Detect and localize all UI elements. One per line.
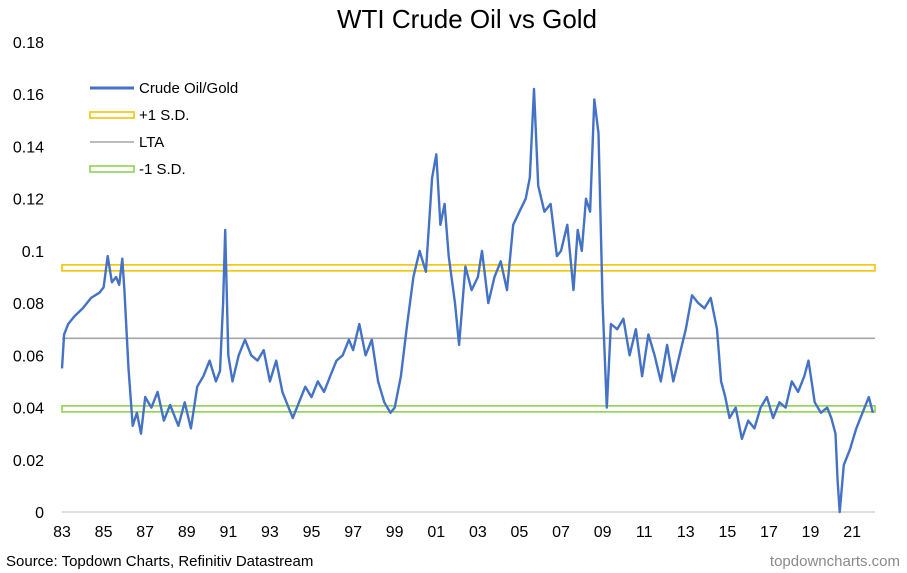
x-tick-label: 05 bbox=[511, 524, 529, 541]
legend-swatch bbox=[89, 111, 135, 119]
x-tick-label: 21 bbox=[843, 524, 861, 541]
x-tick-label: 15 bbox=[718, 524, 736, 541]
y-axis: 0 0.02 0.04 0.06 0.08 0.1 0.12 0.14 0.16 0.18 bbox=[13, 35, 44, 522]
y-tick-label: 0.02 bbox=[13, 453, 44, 470]
series-lines bbox=[60, 87, 875, 514]
x-tick-label: 97 bbox=[344, 524, 362, 541]
x-tick-label: 93 bbox=[261, 524, 279, 541]
legend-item: +1 S.D. bbox=[89, 107, 189, 124]
x-tick-label: 89 bbox=[178, 524, 196, 541]
x-axis: 83 85 87 89 91 93 95 97 99 01 03 05 07 09 11 13 15 17 19 21 bbox=[53, 524, 861, 541]
legend-label: LTA bbox=[139, 134, 164, 151]
legend-swatch bbox=[89, 165, 135, 173]
y-tick-label: 0.08 bbox=[13, 296, 44, 313]
y-tick-label: 0.18 bbox=[13, 35, 44, 52]
x-tick-label: 83 bbox=[53, 524, 71, 541]
watermark: topdowncharts.com bbox=[770, 553, 900, 570]
y-tick-label: 0.04 bbox=[13, 401, 44, 418]
reference-lines bbox=[61, 264, 876, 413]
legend-label: Crude Oil/Gold bbox=[139, 80, 238, 97]
chart-title: WTI Crude Oil vs Gold bbox=[337, 4, 597, 34]
x-tick-label: 87 bbox=[136, 524, 154, 541]
series-line-crude-oil-gold bbox=[60, 87, 875, 514]
x-tick-label: 03 bbox=[469, 524, 487, 541]
x-tick-label: 91 bbox=[219, 524, 237, 541]
y-tick-label: 0.14 bbox=[13, 139, 44, 156]
y-tick-label: 0.16 bbox=[13, 87, 44, 104]
x-tick-label: 07 bbox=[552, 524, 570, 541]
x-tick-label: 01 bbox=[427, 524, 445, 541]
legend-item: Crude Oil/Gold bbox=[90, 80, 238, 97]
y-tick-label: 0.06 bbox=[13, 348, 44, 365]
x-tick-label: 11 bbox=[636, 524, 653, 541]
x-tick-label: 09 bbox=[594, 524, 612, 541]
y-tick-label: 0.12 bbox=[13, 192, 44, 209]
x-tick-label: 95 bbox=[303, 524, 321, 541]
x-tick-label: 85 bbox=[95, 524, 113, 541]
legend-label: +1 S.D. bbox=[139, 107, 189, 124]
ref-line-minus-1-s-d- bbox=[61, 405, 876, 413]
ref-line-plusminus-1-s-d- bbox=[61, 264, 876, 272]
y-tick-label: 0 bbox=[35, 505, 44, 522]
x-tick-label: 99 bbox=[386, 524, 404, 541]
legend-item: LTA bbox=[90, 134, 164, 151]
legend-item: -1 S.D. bbox=[89, 161, 186, 178]
x-tick-label: 17 bbox=[760, 524, 778, 541]
source-note: Source: Topdown Charts, Refinitiv Datast… bbox=[6, 553, 313, 570]
x-tick-label: 19 bbox=[802, 524, 820, 541]
legend: Crude Oil/Gold +1 S.D. LTA -1 S.D. bbox=[89, 80, 238, 178]
x-tick-label: 13 bbox=[677, 524, 695, 541]
y-tick-label: 0.1 bbox=[22, 244, 44, 261]
legend-label: -1 S.D. bbox=[139, 161, 186, 178]
